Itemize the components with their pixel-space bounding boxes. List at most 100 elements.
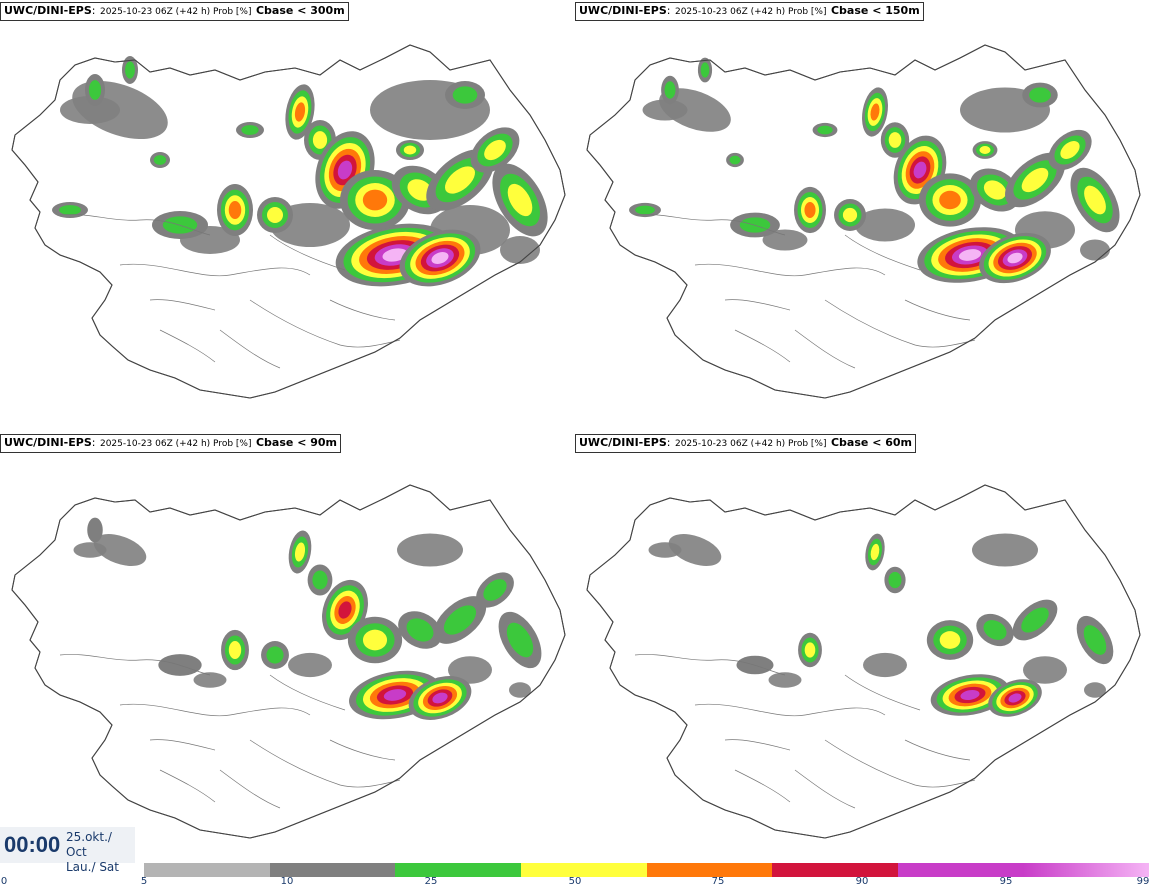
terrain-contour (724, 299, 791, 311)
terrain-contour (634, 654, 786, 676)
probability-area (939, 190, 961, 210)
probability-area (804, 642, 816, 658)
probability-area (983, 180, 1007, 200)
probability-area (1008, 693, 1022, 703)
probability-area (870, 103, 880, 121)
probability-area (73, 542, 107, 558)
terrain-contour (149, 739, 216, 751)
iceland-probability-map (586, 484, 1141, 839)
probability-area (729, 155, 741, 165)
probability-area (241, 125, 259, 135)
probability-colorbar (144, 863, 1149, 877)
probability-area (397, 533, 463, 567)
probability-area (804, 201, 816, 219)
probability-area (403, 145, 417, 155)
threshold-label: Cbase < 90m (255, 436, 338, 449)
probability-area (58, 205, 82, 215)
colorbar-segment (897, 863, 1024, 877)
colorbar-ticks: 0 5 10 25 50 75 90 95 99 (0, 876, 1150, 890)
probability-area (93, 534, 147, 566)
colorbar-tick-label: 25 (424, 876, 438, 887)
terrain-contour (844, 234, 921, 271)
terrain-contour (249, 739, 401, 788)
terrain-contour (219, 769, 281, 809)
probability-area (762, 229, 808, 251)
probability-area (445, 166, 475, 194)
coastline-stroke (586, 484, 1141, 839)
colorbar-tick-label: 75 (711, 876, 725, 887)
probability-area (431, 252, 449, 264)
colorbar-tick-label: 50 (568, 876, 582, 887)
probability-area (153, 155, 167, 165)
threshold-label: Cbase < 300m (255, 4, 345, 17)
terrain-contour (159, 329, 216, 363)
terrain-contour (269, 674, 346, 711)
valid-date-line1: 25.okt./ Oct (66, 830, 112, 859)
probability-area (312, 570, 328, 590)
probability-area (288, 652, 332, 678)
iceland-probability-map (11, 484, 566, 839)
terrain-contour (119, 263, 311, 277)
probability-area (407, 179, 433, 201)
probability-area (506, 622, 534, 658)
terrain-contour (904, 739, 971, 761)
probability-area (1080, 239, 1110, 261)
probability-area (125, 61, 135, 79)
coastline-stroke (11, 484, 566, 839)
probability-area (448, 656, 492, 684)
map-panel-top-left: UWC/DINI-EPS: 2025-10-23 06Z (+42 h) Pro… (0, 0, 575, 432)
probability-area (870, 543, 880, 561)
terrain-contour (904, 299, 971, 321)
probability-area (88, 80, 102, 100)
probability-area (338, 601, 352, 619)
terrain-contour (724, 739, 791, 751)
terrain-contour (149, 299, 216, 311)
probability-area (294, 542, 306, 562)
terrain-contour (219, 329, 281, 369)
valid-date: 25.okt./ Oct Lau./ Sat (66, 830, 135, 875)
coastline-stroke (11, 44, 566, 399)
colorbar-tick-label: 5 (140, 876, 148, 887)
colorbar-segment (1023, 863, 1149, 877)
probability-area (972, 533, 1038, 567)
probability-area (452, 86, 478, 104)
run-info: 2025-10-23 06Z (+42 h) Prob [%] (99, 7, 252, 17)
probability-area (1029, 87, 1051, 103)
probability-area (500, 236, 540, 264)
map-panel-top-right: UWC/DINI-EPS: 2025-10-23 06Z (+42 h) Pro… (575, 0, 1150, 432)
terrain-contour (824, 739, 976, 788)
probability-area (1084, 682, 1106, 698)
terrain-contour (844, 674, 921, 711)
probability-area (1021, 607, 1049, 633)
probability-area (509, 682, 531, 698)
probability-area (888, 571, 902, 589)
probability-area (228, 641, 242, 659)
probability-area (642, 99, 688, 121)
probability-area (913, 161, 927, 179)
map-panel-bottom-left: UWC/DINI-EPS: 2025-10-23 06Z (+42 h) Pro… (0, 432, 575, 864)
probability-area (484, 139, 506, 161)
valid-time-clock: 00:00 (4, 832, 61, 857)
probability-area (432, 692, 448, 704)
terrain-contour (794, 769, 856, 809)
probability-area (960, 689, 980, 701)
terrain-contour (269, 234, 346, 271)
colorbar-segment (646, 863, 773, 877)
run-info: 2025-10-23 06Z (+42 h) Prob [%] (674, 439, 827, 449)
probability-area (1083, 625, 1107, 655)
probability-area (443, 605, 477, 635)
run-info: 2025-10-23 06Z (+42 h) Prob [%] (674, 7, 827, 17)
colorbar-segment (520, 863, 647, 877)
terrain-contour (824, 299, 976, 348)
threshold-label: Cbase < 60m (830, 436, 913, 449)
probability-area (863, 652, 907, 678)
colorbar-segment (144, 863, 270, 877)
model-name: UWC/DINI-EPS (4, 4, 92, 17)
panel-title: UWC/DINI-EPS: 2025-10-23 06Z (+42 h) Pro… (575, 434, 917, 453)
map-panel-bottom-right: UWC/DINI-EPS: 2025-10-23 06Z (+42 h) Pro… (575, 432, 1150, 864)
probability-area (193, 672, 227, 688)
valid-time-box: 00:00 25.okt./ Oct Lau./ Sat (0, 827, 135, 874)
colorbar-tick-label: 90 (855, 876, 869, 887)
probability-area (60, 96, 120, 124)
probability-area (958, 249, 982, 261)
